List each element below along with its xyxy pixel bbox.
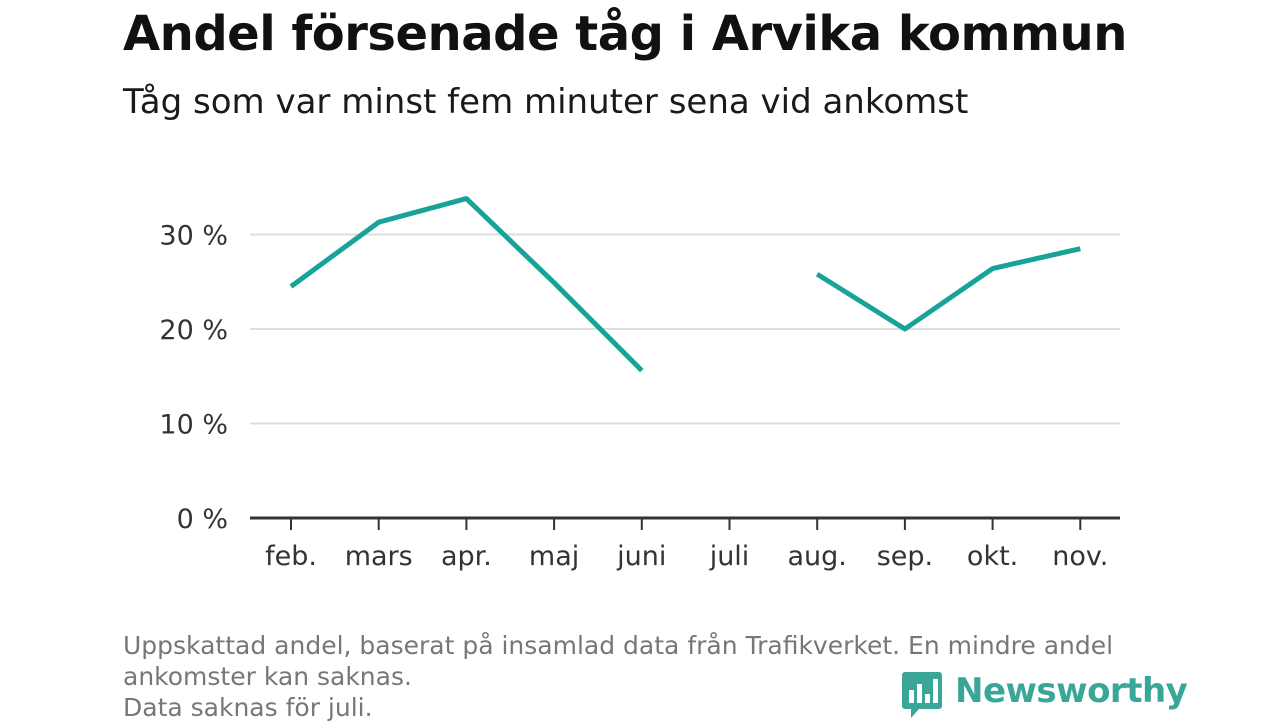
x-tick-label: feb.: [265, 541, 317, 572]
y-tick-label: 10 %: [159, 410, 228, 441]
chart-title: Andel försenade tåg i Arvika kommun: [123, 6, 1127, 62]
series-line-segment: [289, 196, 644, 373]
chart-subtitle: Tåg som var minst fem minuter sena vid a…: [123, 82, 969, 122]
x-axis-labels: feb. mars apr. maj juni juli aug. sep. okt. nov.: [265, 541, 1108, 572]
series-lines: [289, 196, 1081, 373]
footnote-line: Uppskattad andel, baserat på insamlad da…: [123, 631, 1114, 660]
series-line-segment: [815, 246, 1081, 332]
x-tick-label: mars: [345, 541, 413, 572]
x-tick-label: nov.: [1052, 541, 1108, 572]
footnote-line: Data saknas för juli.: [123, 693, 373, 722]
x-axis: [250, 516, 1120, 530]
x-tick-label: apr.: [441, 541, 492, 572]
footnote-line: ankomster kan saknas.: [123, 662, 412, 691]
x-tick-label: okt.: [967, 541, 1018, 572]
y-tick-label: 30 %: [159, 221, 228, 252]
x-tick-label: sep.: [877, 541, 933, 572]
logo-text: Newsworthy: [955, 671, 1188, 711]
line-chart: 0 % 10 % 20 % 30 % feb. mars apr. maj juni juli a…: [159, 196, 1120, 572]
x-tick-label: juli: [709, 541, 750, 572]
bar-chart-speech-bubble-icon: [902, 672, 942, 718]
x-tick-label: maj: [529, 541, 579, 572]
newsworthy-logo: Newsworthy: [901, 670, 1188, 720]
x-tick-label: aug.: [788, 541, 847, 572]
y-axis-labels: 0 % 10 % 20 % 30 %: [159, 221, 228, 536]
y-tick-label: 20 %: [159, 315, 228, 346]
footnote: Uppskattad andel, baserat på insamlad da…: [123, 630, 1153, 723]
y-tick-label: 0 %: [177, 504, 228, 535]
grid-lines: [250, 233, 1120, 425]
x-tick-label: juni: [616, 541, 666, 572]
